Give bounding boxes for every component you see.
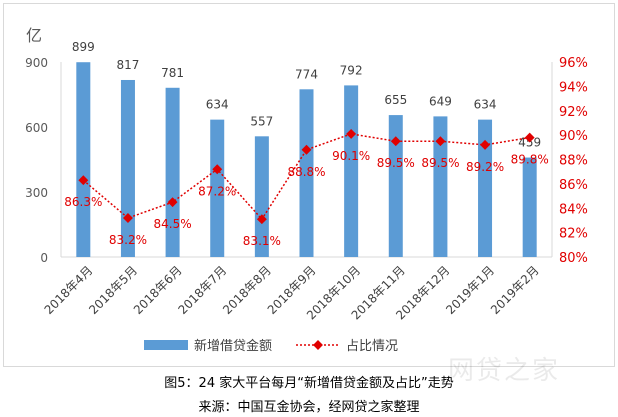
x-axis-labels: 2018年4月2018年5月2018年6月2018年7月2018年8月2018年… <box>42 263 542 322</box>
right-axis-tick-label: 96% <box>559 56 588 71</box>
line-value-label: 83.2% <box>109 233 147 247</box>
bar-value-label: 774 <box>295 67 318 81</box>
right-axis-tick-label: 88% <box>559 154 588 169</box>
line-value-label: 89.8% <box>511 153 549 167</box>
line-point <box>390 136 401 147</box>
legend-swatch-bars <box>144 340 188 350</box>
right-axis-tick-label: 82% <box>559 227 588 242</box>
legend-swatch-marker <box>313 340 323 350</box>
line-value-label: 86.3% <box>64 195 102 209</box>
right-axis-tick-label: 92% <box>559 105 588 120</box>
bar <box>165 87 180 258</box>
right-axis-tick-label: 90% <box>559 129 588 144</box>
combo-chart: 0 300 600 900 80% 82% 84% 86% 88% 90% 92% 94% 96% 8… <box>25 26 588 354</box>
bar <box>76 62 91 257</box>
line-series: 86.3% 83.2% 84.5% 87.2% 83.1% 88.8% 90.1% 89.5%… <box>64 128 549 248</box>
left-axis-tick-label: 900 <box>25 56 48 70</box>
bar-value-label: 792 <box>340 63 363 77</box>
chart-frame: 0 300 600 900 80% 82% 84% 86% 88% 90% 92% 94% 96% 8… <box>3 3 615 367</box>
line-point <box>524 132 535 143</box>
bar-value-label: 634 <box>474 98 497 112</box>
bar-value-label: 649 <box>429 94 452 108</box>
line-value-label: 89.2% <box>466 160 504 174</box>
bar-value-label: 557 <box>250 114 273 128</box>
line-point <box>256 214 267 225</box>
legend: 新增借贷金额 占比情况 <box>144 338 398 354</box>
line-value-label: 90.1% <box>332 149 370 163</box>
bar-value-label: 634 <box>206 98 229 112</box>
x-axis-tick-label: 2019年2月 <box>488 263 542 317</box>
right-axis-tick-label: 86% <box>559 178 588 193</box>
line-value-label: 89.5% <box>421 156 459 170</box>
line-point <box>123 213 133 223</box>
figure-caption: 图5：24 家大平台每月“新增借贷金额及占比”走势 <box>164 376 454 391</box>
right-axis-tick-label: 80% <box>559 251 588 266</box>
bar <box>120 79 135 257</box>
bar-value-label: 899 <box>72 40 95 54</box>
bar <box>299 89 314 257</box>
right-axis-tick-label: 84% <box>559 202 588 217</box>
line-value-label: 89.5% <box>377 156 415 170</box>
line-point <box>212 164 223 175</box>
left-axis: 0 300 600 900 <box>25 56 552 265</box>
bar-value-label: 817 <box>117 58 140 72</box>
y-unit-label: 亿 <box>26 26 42 45</box>
bar-value-label: 655 <box>384 93 407 107</box>
line-point <box>346 128 357 139</box>
left-axis-tick-label: 600 <box>25 121 48 135</box>
left-axis-tick-label: 300 <box>25 186 48 200</box>
source-note: 来源：中国互金协会，经网贷之家整理 <box>198 400 420 415</box>
bar <box>254 136 269 257</box>
bar-value-label: 781 <box>161 66 184 80</box>
line-point <box>78 175 89 186</box>
line-value-label: 84.5% <box>154 217 192 231</box>
legend-label-line: 占比情况 <box>346 339 398 354</box>
line-value-label: 83.1% <box>243 234 281 248</box>
left-axis-tick-label: 0 <box>40 251 48 265</box>
line-value-label: 87.2% <box>198 184 236 198</box>
line-value-label: 88.8% <box>287 165 325 179</box>
line-point <box>167 197 178 208</box>
line-point <box>301 144 312 155</box>
bar <box>210 119 225 257</box>
legend-label-bars: 新增借贷金额 <box>194 338 272 354</box>
bar <box>388 115 403 257</box>
bar <box>344 85 359 258</box>
watermark: 网贷之家 <box>448 356 561 386</box>
right-axis-tick-label: 94% <box>559 80 588 95</box>
bar <box>433 116 448 257</box>
bar <box>478 119 493 257</box>
right-axis: 80% 82% 84% 86% 88% 90% 92% 94% 96% <box>551 56 588 266</box>
bar <box>522 157 537 257</box>
line-point <box>435 136 446 147</box>
line-point <box>480 139 490 150</box>
